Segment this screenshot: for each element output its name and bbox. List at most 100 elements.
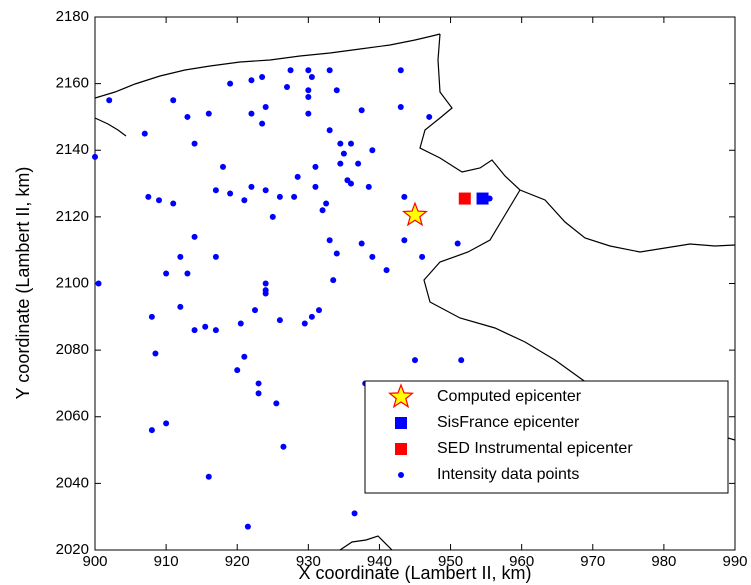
dot-marker: [170, 200, 177, 207]
dot-marker: [141, 130, 148, 137]
y-tick-label: 2020: [56, 541, 89, 558]
dot-marker: [355, 160, 362, 167]
x-tick-label: 920: [225, 553, 250, 570]
y-tick-label: 2100: [56, 274, 89, 291]
dot-marker: [426, 113, 433, 120]
dot-marker: [255, 390, 262, 397]
legend-box: [364, 380, 729, 494]
dot-marker: [248, 77, 255, 84]
y-tick-label: 2120: [56, 208, 89, 225]
dot-marker: [234, 367, 241, 374]
y-tick-label: 2140: [56, 141, 89, 158]
dot-marker: [241, 197, 248, 204]
dot-marker: [326, 237, 333, 244]
dot-marker: [148, 427, 155, 434]
dot-marker: [262, 187, 269, 194]
dot-marker: [401, 193, 408, 200]
square-marker: [458, 192, 471, 205]
x-tick-label: 900: [82, 553, 107, 570]
dot-marker: [291, 193, 298, 200]
dot-marker: [330, 277, 337, 284]
y-tick-label: 2160: [56, 75, 89, 92]
y-tick-label: 2180: [56, 8, 89, 25]
dot-marker: [170, 97, 177, 104]
dot-marker: [227, 80, 234, 87]
dot-marker: [95, 280, 102, 287]
dot-marker: [337, 160, 344, 167]
x-tick-label: 970: [580, 553, 605, 570]
dot-marker: [319, 207, 326, 214]
dot-marker: [156, 197, 162, 204]
dot-marker: [398, 472, 404, 478]
dot-marker: [419, 253, 426, 260]
y-tick-label: 2060: [56, 408, 89, 425]
dot-marker: [348, 140, 354, 147]
y-tick-label: 2040: [56, 474, 89, 491]
dot-marker: [269, 213, 276, 220]
dot-marker: [212, 327, 219, 334]
dot-marker: [276, 317, 283, 324]
dot-marker: [369, 253, 376, 260]
dot-marker: [184, 270, 191, 277]
dot-marker: [397, 67, 404, 74]
dot-marker: [255, 380, 262, 387]
dot-marker: [273, 400, 280, 407]
dot-marker: [305, 110, 312, 117]
dot-marker: [305, 87, 312, 94]
dot-marker: [369, 147, 376, 154]
dot-marker: [287, 67, 294, 74]
dot-marker: [397, 103, 404, 110]
dot-marker: [312, 183, 319, 190]
dot-marker: [252, 307, 258, 314]
dot-marker: [241, 353, 248, 360]
dot-marker: [308, 313, 315, 320]
dot-marker: [259, 73, 266, 80]
x-tick-label: 940: [367, 553, 392, 570]
coastline: [95, 33, 441, 99]
x-tick-label: 980: [651, 553, 676, 570]
dot-marker: [262, 290, 269, 297]
dot-marker: [244, 523, 251, 530]
dot-marker: [358, 107, 365, 114]
dot-marker: [212, 253, 219, 260]
x-tick-label: 960: [509, 553, 534, 570]
legend-label: Computed epicenter: [437, 388, 582, 405]
dot-marker: [280, 443, 287, 450]
dot-marker: [191, 233, 198, 240]
dot-marker: [259, 120, 266, 127]
dot-marker: [412, 357, 418, 364]
dot-marker: [212, 187, 219, 194]
dot-marker: [262, 280, 269, 287]
dot-marker: [351, 510, 358, 517]
x-tick-label: 950: [438, 553, 463, 570]
dot-marker: [301, 320, 308, 327]
dot-marker: [358, 240, 365, 247]
dot-marker: [383, 267, 390, 274]
dot-marker: [305, 67, 312, 74]
dot-marker: [458, 357, 465, 364]
dot-marker: [202, 323, 209, 330]
dot-marker: [333, 87, 340, 94]
dot-marker: [316, 307, 322, 314]
dot-marker: [401, 237, 408, 244]
coastline: [95, 117, 127, 137]
dot-marker: [163, 270, 170, 277]
dot-marker: [312, 163, 319, 170]
dot-marker: [284, 83, 290, 90]
dot-marker: [333, 250, 340, 257]
star-marker: [401, 201, 429, 227]
x-tick-label: 910: [154, 553, 179, 570]
y-tick-label: 2080: [56, 341, 89, 358]
legend-label: Intensity data points: [437, 466, 579, 483]
dot-marker: [248, 183, 255, 190]
dot-marker: [177, 253, 184, 260]
square-marker: [395, 443, 407, 455]
dot-marker: [294, 173, 301, 180]
dot-marker: [106, 97, 113, 104]
dot-marker: [145, 193, 152, 200]
border: [339, 535, 393, 550]
dot-marker: [365, 183, 372, 190]
dot-marker: [237, 320, 244, 327]
legend-label: SED Instrumental epicenter: [437, 440, 633, 457]
